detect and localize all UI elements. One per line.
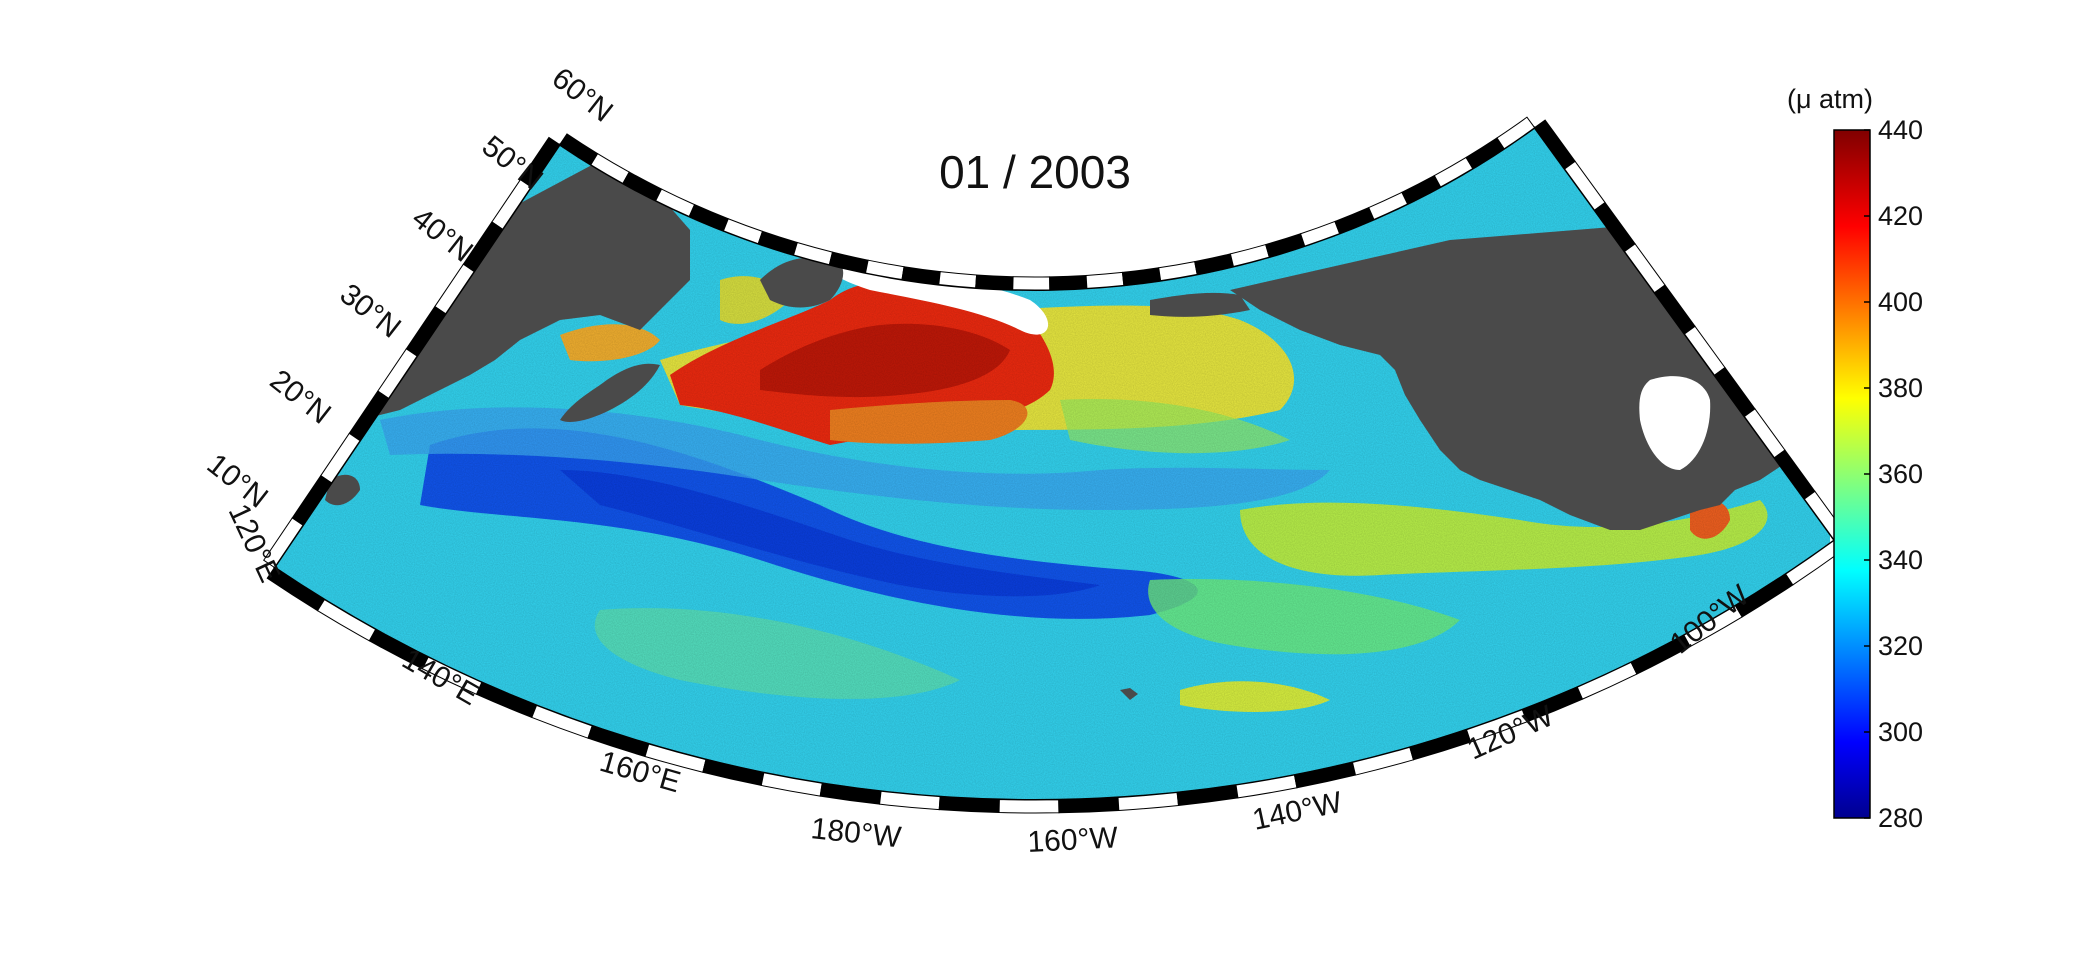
colorbar-tick-label: 300 [1878, 717, 1923, 747]
frame-segment [938, 271, 978, 289]
alaska-coast [1150, 292, 1250, 317]
frame-segment [998, 799, 1060, 814]
frame-segment [1496, 116, 1536, 150]
colorbar-unit: (μ atm) [1787, 84, 1873, 114]
philippines [325, 474, 360, 506]
colorbar: (μ atm) 280 300 320 340 360 380 400 420 440 [1787, 84, 1923, 833]
lon-label-160w: 160°W [1027, 821, 1120, 859]
map-title: 01 / 2003 [939, 146, 1131, 198]
kamchatka [760, 257, 844, 308]
colorbar-tick-label: 340 [1878, 545, 1923, 575]
frame-ticks [263, 116, 1846, 814]
lat-label-30n: 30°N [334, 278, 407, 345]
hawaii [1120, 688, 1138, 700]
gulf-of-california [1639, 376, 1711, 470]
colorbar-gradient [1833, 129, 1871, 819]
frame-segment [1049, 274, 1088, 291]
lat-label-60n: 60°N [546, 62, 619, 129]
frame-segment [1058, 796, 1120, 814]
lat-label-20n: 20°N [264, 364, 337, 431]
colorbar-tick-label: 280 [1878, 803, 1923, 833]
colorbar-ticks: 280 300 320 340 360 380 400 420 440 [1864, 115, 1923, 833]
frame-segment [1012, 276, 1051, 291]
bering-no-data [827, 260, 1049, 335]
frame-segment [263, 517, 304, 569]
lon-label-180w: 180°W [809, 812, 903, 854]
colorbar-tick-label: 440 [1878, 115, 1923, 145]
colorbar-tick-label: 320 [1878, 631, 1923, 661]
colorbar-tick-label: 380 [1878, 373, 1923, 403]
frame-segment [1085, 271, 1125, 289]
frame-segment [975, 274, 1014, 291]
colorbar-tick-label: 420 [1878, 201, 1923, 231]
frame-segment [938, 796, 1000, 814]
colorbar-tick-label: 400 [1878, 287, 1923, 317]
colorbar-tick-label: 360 [1878, 459, 1923, 489]
japan-islands [560, 363, 660, 422]
